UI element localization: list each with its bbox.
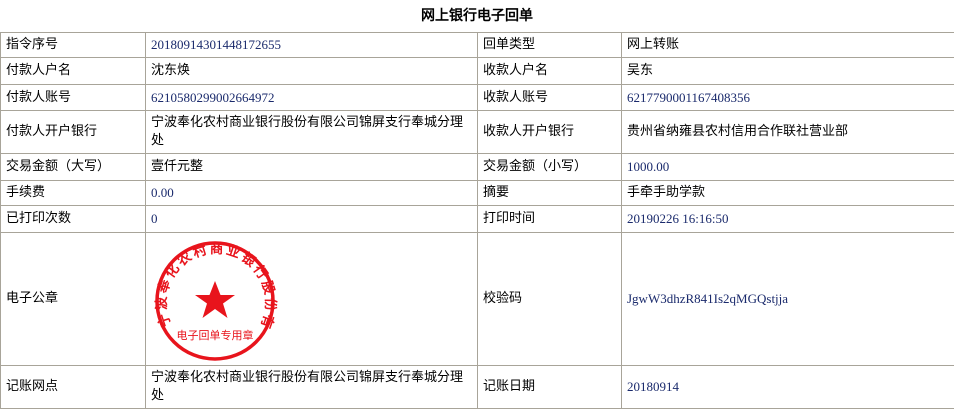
value-receipt-type: 网上转账 bbox=[622, 33, 954, 58]
page-title: 网上银行电子回单 bbox=[0, 0, 954, 32]
label-print-count: 已打印次数 bbox=[1, 206, 146, 233]
value-print-count: 0 bbox=[146, 206, 478, 233]
table-row: 电子公章 宁波奉化农村商业银行股份有限公司 电子回单专用章 校验码 JgwW3d… bbox=[1, 233, 954, 366]
seal-cell: 宁波奉化农村商业银行股份有限公司 电子回单专用章 bbox=[146, 233, 478, 366]
value-booking-date: 20180914 bbox=[622, 366, 954, 409]
table-row: 已打印次数 0 打印时间 20190226 16:16:50 bbox=[1, 206, 954, 233]
table-row: 付款人账号 6210580299002664972 收款人账号 62177900… bbox=[1, 85, 954, 111]
value-payee-account: 6217790001167408356 bbox=[622, 85, 954, 111]
seal-bottom-text: 电子回单专用章 bbox=[177, 328, 254, 342]
label-payer-name: 付款人户名 bbox=[1, 58, 146, 85]
table-row: 付款人开户银行 宁波奉化农村商业银行股份有限公司锦屏支行奉城分理处 收款人开户银… bbox=[1, 111, 954, 154]
label-receipt-type: 回单类型 bbox=[478, 33, 622, 58]
value-instruction-no: 2018091430144817265​5 bbox=[146, 33, 478, 58]
value-payer-account: 6210580299002664972 bbox=[146, 85, 478, 111]
label-payee-name: 收款人户名 bbox=[478, 58, 622, 85]
label-payer-bank: 付款人开户银行 bbox=[1, 111, 146, 154]
value-booking-branch: 宁波奉化农村商业银行股份有限公司锦屏支行奉城分理处 bbox=[146, 366, 478, 409]
label-booking-date: 记账日期 bbox=[478, 366, 622, 409]
value-payee-name: 吴东 bbox=[622, 58, 954, 85]
label-print-time: 打印时间 bbox=[478, 206, 622, 233]
label-amount-figures: 交易金额（小写） bbox=[478, 154, 622, 181]
receipt-table: 指令序号 2018091430144817265​5 回单类型 网上转账 付款人… bbox=[0, 32, 954, 409]
label-e-seal: 电子公章 bbox=[1, 233, 146, 366]
value-fee: 0.00 bbox=[146, 181, 478, 206]
value-print-time: 20190226 16:16:50 bbox=[622, 206, 954, 233]
table-row: 手续费 0.00 摘要 手牵手助学款 bbox=[1, 181, 954, 206]
star-icon bbox=[195, 281, 235, 318]
table-row: 指令序号 2018091430144817265​5 回单类型 网上转账 bbox=[1, 33, 954, 58]
table-row: 记账网点 宁波奉化农村商业银行股份有限公司锦屏支行奉城分理处 记账日期 2018… bbox=[1, 366, 954, 409]
value-memo: 手牵手助学款 bbox=[622, 181, 954, 206]
value-payer-name: 沈东焕 bbox=[146, 58, 478, 85]
value-amount-words: 壹仟元整 bbox=[146, 154, 478, 181]
label-instruction-no: 指令序号 bbox=[1, 33, 146, 58]
value-amount-figures: 1000.00 bbox=[622, 154, 954, 181]
label-amount-words: 交易金额（大写） bbox=[1, 154, 146, 181]
bank-seal-stamp: 宁波奉化农村商业银行股份有限公司 电子回单专用章 bbox=[151, 239, 279, 361]
label-verification-code: 校验码 bbox=[478, 233, 622, 366]
value-payee-bank: 贵州省纳雍县农村信用合作联社营业部 bbox=[622, 111, 954, 154]
label-memo: 摘要 bbox=[478, 181, 622, 206]
label-payee-account: 收款人账号 bbox=[478, 85, 622, 111]
table-row: 付款人户名 沈东焕 收款人户名 吴东 bbox=[1, 58, 954, 85]
label-fee: 手续费 bbox=[1, 181, 146, 206]
label-payer-account: 付款人账号 bbox=[1, 85, 146, 111]
value-payer-bank: 宁波奉化农村商业银行股份有限公司锦屏支行奉城分理处 bbox=[146, 111, 478, 154]
label-booking-branch: 记账网点 bbox=[1, 366, 146, 409]
value-verification-code: JgwW3dhzR841Is2qMGQstjja bbox=[622, 233, 954, 366]
label-payee-bank: 收款人开户银行 bbox=[478, 111, 622, 154]
table-row: 交易金额（大写） 壹仟元整 交易金额（小写） 1000.00 bbox=[1, 154, 954, 181]
